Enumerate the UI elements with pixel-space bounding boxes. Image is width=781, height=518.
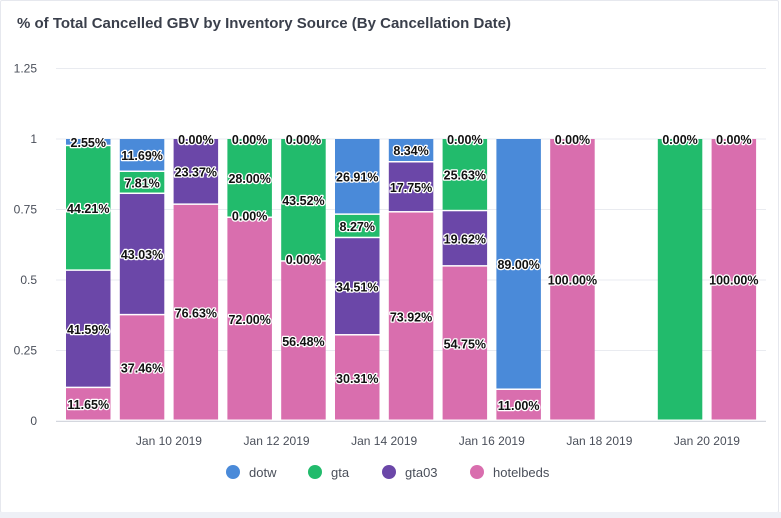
segment-dotw (496, 139, 541, 389)
segment-hotelbeds (388, 212, 434, 420)
data-label-top: 0.00% (232, 133, 267, 147)
data-label-top: 0.00% (716, 133, 751, 147)
segment-hotelbeds (496, 389, 541, 420)
segment-gta03 (173, 139, 219, 204)
y-tick-label: 1 (30, 132, 37, 146)
legend-label-gta03: gta03 (405, 465, 438, 480)
segment-gta03 (66, 270, 111, 387)
y-tick-label: 0.25 (14, 344, 38, 358)
legend-label-gta: gta (331, 465, 350, 480)
segment-gta (119, 171, 165, 193)
y-tick-label: 0.75 (14, 203, 38, 217)
data-label: 100.00% (548, 274, 597, 288)
segment-gta (657, 139, 703, 420)
y-tick-label: 0 (30, 414, 37, 428)
legend-swatch-hotelbeds (470, 465, 484, 479)
segment-dotw (66, 139, 111, 145)
legend-label-dotw: dotw (249, 465, 277, 480)
segment-hotelbeds (119, 315, 165, 420)
segment-hotelbeds (227, 217, 272, 420)
data-label: 100.00% (709, 274, 758, 288)
data-label: 19.62% (444, 232, 486, 246)
data-label: 0.00% (232, 209, 267, 223)
segment-hotelbeds (711, 139, 757, 420)
segment-hotelbeds (442, 266, 488, 420)
segment-hotelbeds (281, 261, 326, 420)
data-label: 11.65% (67, 398, 109, 412)
data-label-top: 0.00% (662, 133, 697, 147)
data-label: 54.75% (444, 337, 486, 351)
data-label: 30.31% (336, 372, 378, 386)
segment-gta03 (442, 211, 488, 266)
legend-label-hotelbeds: hotelbeds (493, 465, 550, 480)
data-label: 26.91% (336, 170, 378, 184)
segment-gta03 (388, 162, 434, 212)
segment-gta (281, 139, 326, 261)
data-label: 56.48% (282, 335, 324, 349)
segment-dotw (335, 139, 380, 214)
segment-dotw (388, 138, 434, 161)
segment-gta03 (119, 194, 165, 314)
x-tick-label: Jan 16 2019 (459, 434, 525, 448)
data-label: 25.63% (444, 169, 486, 183)
legend-swatch-gta03 (382, 465, 396, 479)
data-label-top: 0.00% (178, 133, 213, 147)
legend-swatch-gta (308, 465, 322, 479)
data-label: 11.00% (498, 399, 540, 413)
data-label: 89.00% (497, 258, 539, 272)
segment-gta (442, 139, 488, 210)
segment-gta03 (335, 238, 380, 335)
x-tick-label: Jan 10 2019 (136, 434, 202, 448)
segment-hotelbeds (550, 139, 595, 420)
data-label: 72.00% (228, 313, 270, 327)
chart-title: % of Total Cancelled GBV by Inventory So… (17, 15, 511, 32)
data-label: 44.21% (67, 202, 109, 216)
data-label-top: 0.00% (447, 133, 482, 147)
data-label: 0.00% (286, 253, 321, 267)
data-label: 7.81% (124, 177, 159, 191)
data-label: 41.59% (67, 323, 109, 337)
data-label: 23.37% (175, 165, 217, 179)
x-tick-label: Jan 18 2019 (566, 434, 632, 448)
data-label: 34.51% (336, 280, 378, 294)
data-label: 8.27% (340, 220, 375, 234)
legend-swatch-dotw (226, 465, 240, 479)
data-label: 8.34% (393, 144, 428, 158)
data-label-top: 0.00% (286, 133, 321, 147)
x-tick-label: Jan 14 2019 (351, 434, 417, 448)
segment-hotelbeds (173, 204, 219, 420)
data-label: 2.55% (71, 136, 106, 150)
segment-gta (335, 214, 380, 237)
data-label-top: 0.00% (555, 133, 590, 147)
data-label: 28.00% (228, 172, 270, 186)
data-label: 43.03% (121, 248, 163, 262)
x-tick-label: Jan 20 2019 (674, 434, 740, 448)
data-label: 37.46% (121, 362, 163, 376)
bottom-strip (0, 512, 781, 518)
segment-hotelbeds (66, 388, 111, 420)
x-tick-label: Jan 12 2019 (244, 434, 310, 448)
segment-dotw (119, 139, 165, 171)
y-tick-label: 1.25 (14, 62, 38, 76)
data-label: 43.52% (282, 194, 324, 208)
data-label: 17.75% (390, 181, 432, 195)
segment-gta (227, 139, 272, 217)
data-label: 76.63% (175, 306, 217, 320)
segment-gta (66, 146, 111, 270)
y-tick-label: 0.5 (20, 273, 37, 287)
data-label: 73.92% (390, 310, 432, 324)
segment-hotelbeds (335, 335, 380, 420)
data-label: 11.69% (121, 149, 163, 163)
